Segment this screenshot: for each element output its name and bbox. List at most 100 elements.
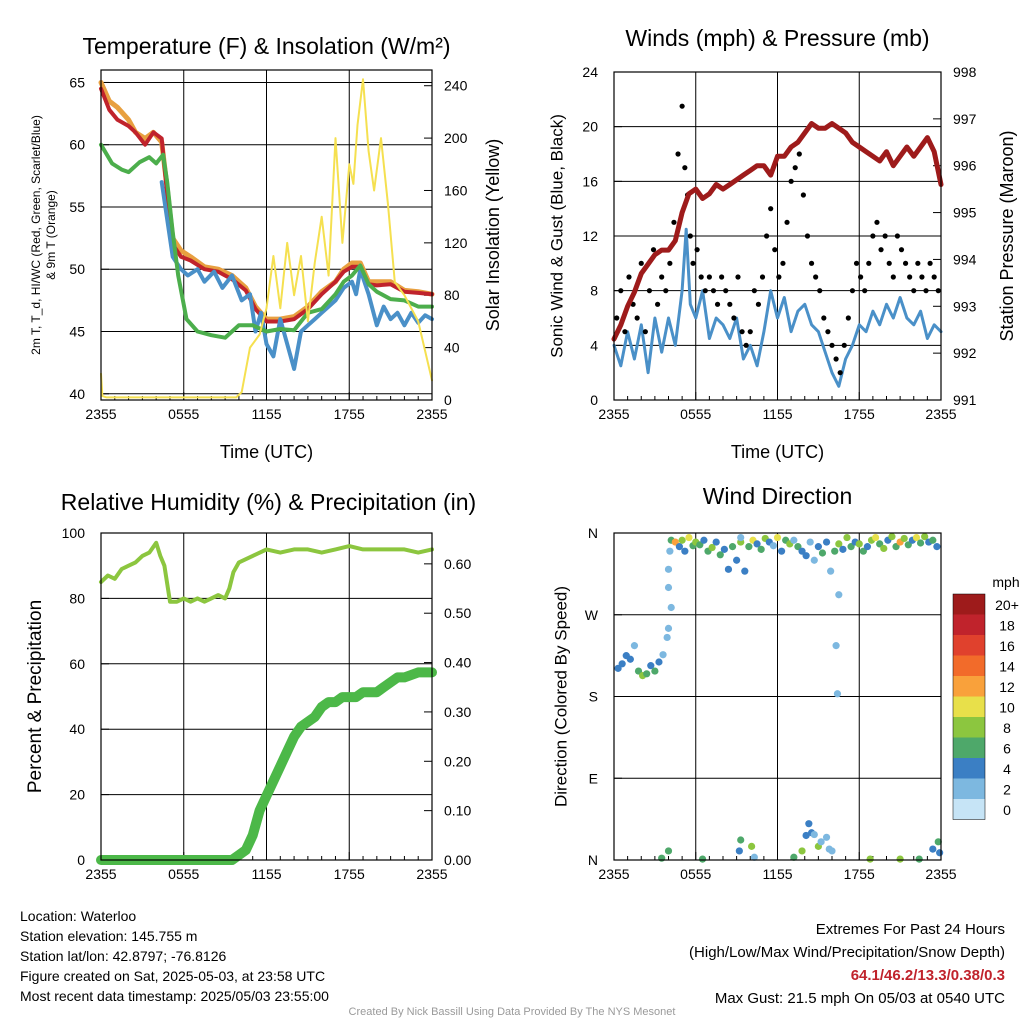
gust-point bbox=[907, 274, 913, 280]
plot-border bbox=[613, 71, 942, 401]
direction-point bbox=[658, 854, 666, 862]
legend-label: 6 bbox=[1003, 741, 1011, 757]
gust-point bbox=[735, 274, 741, 280]
panel-3: 2355 0555 1155 1755 23550204060801000.000.10… bbox=[25, 489, 476, 882]
gust-point bbox=[719, 274, 725, 280]
direction-point bbox=[888, 533, 896, 541]
gust-point bbox=[837, 370, 843, 376]
y-tick-label: 60 bbox=[69, 137, 85, 153]
y-tick-label: W bbox=[585, 607, 599, 623]
direction-point bbox=[822, 538, 831, 546]
gust-point bbox=[915, 260, 921, 266]
gust-point bbox=[614, 315, 620, 321]
direction-point bbox=[664, 583, 673, 592]
y-tick-label: 8 bbox=[590, 283, 598, 299]
gust-point bbox=[804, 233, 811, 239]
gust-point bbox=[808, 260, 815, 266]
x-tick-label: 1155 bbox=[251, 406, 281, 422]
y-tick-label: 60 bbox=[69, 656, 85, 672]
gust-point bbox=[667, 260, 673, 266]
chart-title: Wind Direction bbox=[703, 483, 853, 509]
legend-swatch bbox=[953, 799, 985, 820]
gust-point bbox=[759, 274, 766, 280]
direction-point bbox=[822, 833, 831, 841]
y-axis-label: Percent & Precipitation bbox=[25, 600, 46, 793]
y-right-tick-label: 120 bbox=[444, 235, 468, 251]
wind-speed-line bbox=[612, 227, 943, 388]
y-tick-label: 40 bbox=[69, 386, 85, 402]
direction-point bbox=[773, 533, 782, 542]
gust-point bbox=[655, 301, 661, 307]
gust-point bbox=[723, 288, 729, 294]
legend-label: 10 bbox=[999, 700, 1015, 716]
y-tick-label: E bbox=[589, 770, 598, 786]
y-tick-label: 24 bbox=[582, 64, 598, 80]
credit-text: Created By Nick Bassill Using Data Provi… bbox=[348, 1006, 676, 1018]
direction-point bbox=[802, 552, 810, 560]
y-right-tick-label: 992 bbox=[953, 345, 977, 361]
direction-point bbox=[916, 539, 925, 547]
gust-point bbox=[751, 288, 757, 294]
direction-point bbox=[716, 551, 724, 559]
panel-2: 2355 0555 1155 1755 235504812162024991992993… bbox=[547, 25, 1016, 462]
gust-point bbox=[659, 274, 665, 280]
y-right-tick-label: 991 bbox=[953, 392, 977, 408]
temperature-series bbox=[159, 180, 434, 371]
x-tick-label: 1755 bbox=[844, 406, 875, 422]
legend-swatch bbox=[953, 696, 985, 717]
gust-point bbox=[671, 219, 677, 225]
direction-point bbox=[675, 543, 684, 551]
y-tick-label: 65 bbox=[69, 74, 85, 90]
x-tick-label: 2355 bbox=[85, 866, 116, 882]
direction-point bbox=[663, 633, 671, 642]
y-right-tick-label: 995 bbox=[953, 205, 977, 221]
y-right-tick-label: 40 bbox=[444, 340, 460, 356]
legend-swatch bbox=[953, 594, 985, 615]
legend-label: 18 bbox=[999, 618, 1015, 634]
direction-point bbox=[880, 544, 888, 553]
direction-point bbox=[835, 540, 843, 548]
direction-point bbox=[698, 855, 707, 863]
direction-point bbox=[863, 543, 872, 551]
direction-point bbox=[647, 662, 655, 670]
x-tick-label: 1155 bbox=[762, 406, 792, 422]
gust-point bbox=[768, 206, 774, 212]
direction-point bbox=[827, 567, 835, 575]
x-tick-label: 0555 bbox=[168, 866, 199, 882]
legend-label: 16 bbox=[999, 638, 1015, 654]
legend-label: 20+ bbox=[995, 597, 1019, 613]
gust-point bbox=[886, 260, 892, 266]
x-tick-label: 1755 bbox=[844, 866, 875, 882]
direction-point bbox=[921, 533, 929, 541]
y-tick-label: 16 bbox=[582, 173, 598, 189]
y-right-axis-label: Station Pressure (Maroon) bbox=[997, 130, 1017, 341]
gust-point bbox=[727, 301, 733, 307]
direction-point bbox=[828, 847, 836, 855]
legend-swatch bbox=[953, 676, 985, 697]
legend-swatch bbox=[953, 635, 985, 656]
humidity-line bbox=[99, 540, 434, 604]
y-tick-label: 4 bbox=[590, 337, 598, 353]
extremes-title: Extremes For Past 24 Hours bbox=[815, 921, 1005, 938]
gust-point bbox=[813, 274, 819, 280]
gust-point bbox=[874, 219, 880, 225]
gust-point bbox=[788, 178, 794, 184]
y-right-axis-label: Solar Insolation (Yellow) bbox=[483, 139, 503, 331]
y-right-tick-label: 993 bbox=[953, 298, 977, 314]
x-axis-label: Time (UTC) bbox=[220, 442, 313, 462]
direction-point bbox=[810, 830, 818, 839]
direction-point bbox=[737, 533, 745, 542]
x-tick-label: 2355 bbox=[925, 406, 956, 422]
direction-point bbox=[643, 670, 651, 678]
gust-point bbox=[698, 274, 704, 280]
direction-point bbox=[630, 642, 639, 650]
y-axis-label: 2m T, T_d, HI/WC (Red, Green, Scarlet/Bl… bbox=[29, 115, 43, 355]
direction-point bbox=[753, 540, 761, 548]
y-axis-label: Direction (Colored By Speed) bbox=[551, 586, 570, 807]
x-tick-label: 0555 bbox=[680, 866, 711, 882]
direction-point bbox=[681, 547, 689, 555]
y-axis-label: Sonic Wind & Gust (Blue, Black) bbox=[547, 114, 566, 358]
x-tick-label: 1755 bbox=[334, 866, 365, 882]
direction-point bbox=[912, 533, 921, 542]
gust-point bbox=[833, 356, 839, 362]
